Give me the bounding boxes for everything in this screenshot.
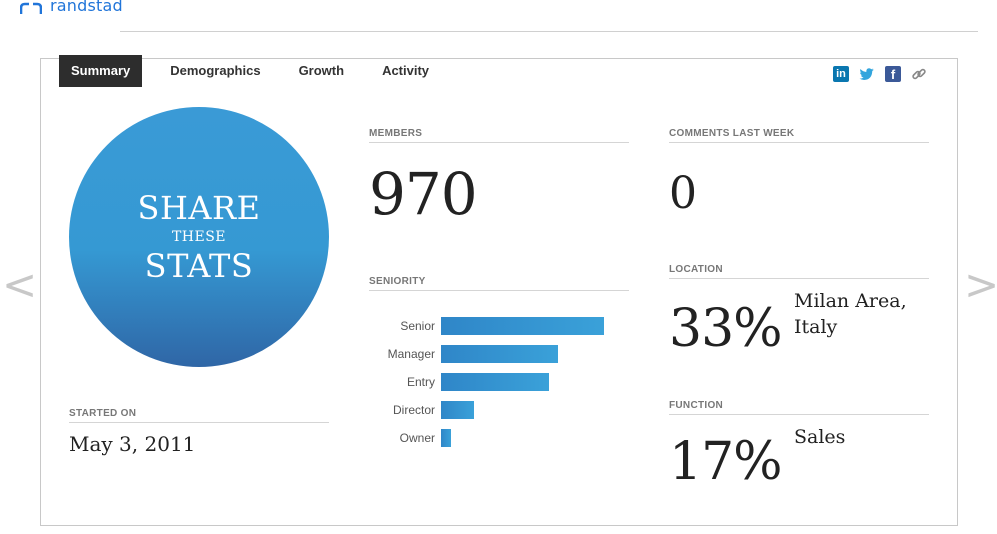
linkedin-icon[interactable]: in xyxy=(833,66,849,82)
seniority-bar xyxy=(441,345,558,363)
seniority-bar-label: Manager xyxy=(387,347,435,361)
tab-activity[interactable]: Activity xyxy=(382,63,430,78)
twitter-icon[interactable] xyxy=(859,66,875,82)
comments-value: 0 xyxy=(669,168,697,219)
seniority-bar xyxy=(441,373,549,391)
seniority-bar-row: Entry xyxy=(371,373,549,391)
tab-demographics[interactable]: Demographics xyxy=(170,63,261,78)
comments-label: COMMENTS LAST WEEK xyxy=(669,128,929,143)
share-text-line3: STATS xyxy=(144,247,254,285)
function-percent: 17% xyxy=(669,432,783,492)
seniority-bar-chart: Senior Manager Entry Director Owner xyxy=(371,317,631,457)
tab-growth[interactable]: Growth xyxy=(298,63,345,78)
members-label: MEMBERS xyxy=(369,128,629,143)
share-text-line1: SHARE xyxy=(137,189,261,227)
seniority-bar-row: Director xyxy=(371,401,474,419)
seniority-bar-label: Senior xyxy=(400,319,435,333)
location-description: Milan Area, Italy xyxy=(794,290,907,338)
seniority-bar-row: Manager xyxy=(371,345,558,363)
seniority-bar-row: Senior xyxy=(371,317,604,335)
social-share-bar: in f xyxy=(823,66,927,82)
started-on-label: STARTED ON xyxy=(69,408,329,423)
tab-summary[interactable]: Summary xyxy=(59,55,143,87)
seniority-bar-label: Entry xyxy=(406,375,435,389)
seniority-bar-label: Owner xyxy=(399,431,435,445)
tab-bar: Summary Demographics Growth Activity xyxy=(59,55,455,87)
started-on-value: May 3, 2011 xyxy=(69,432,196,456)
seniority-label: SENIORITY xyxy=(369,276,629,291)
seniority-bar xyxy=(441,401,474,419)
members-value: 970 xyxy=(369,160,478,228)
seniority-bar xyxy=(441,429,451,447)
header-divider xyxy=(120,31,978,32)
function-description: Sales xyxy=(794,426,846,448)
seniority-bar-row: Owner xyxy=(371,429,451,447)
location-label: LOCATION xyxy=(669,264,929,279)
location-percent: 33% xyxy=(669,299,783,359)
facebook-icon[interactable]: f xyxy=(885,66,901,82)
seniority-bar xyxy=(441,317,604,335)
stats-panel: Summary Demographics Growth Activity in … xyxy=(40,55,958,526)
logo-text: randstad xyxy=(50,0,123,15)
seniority-bar-label: Director xyxy=(392,403,435,417)
share-stats-button[interactable]: SHARE THESE STATS xyxy=(69,107,329,367)
prev-arrow-icon[interactable]: < xyxy=(2,260,38,309)
next-arrow-icon[interactable]: > xyxy=(964,260,997,309)
share-text-line2: THESE xyxy=(171,229,227,245)
randstad-logo-icon xyxy=(20,2,42,14)
link-icon[interactable] xyxy=(911,66,927,82)
function-label: FUNCTION xyxy=(669,400,929,415)
randstad-logo[interactable]: randstad xyxy=(20,0,123,18)
